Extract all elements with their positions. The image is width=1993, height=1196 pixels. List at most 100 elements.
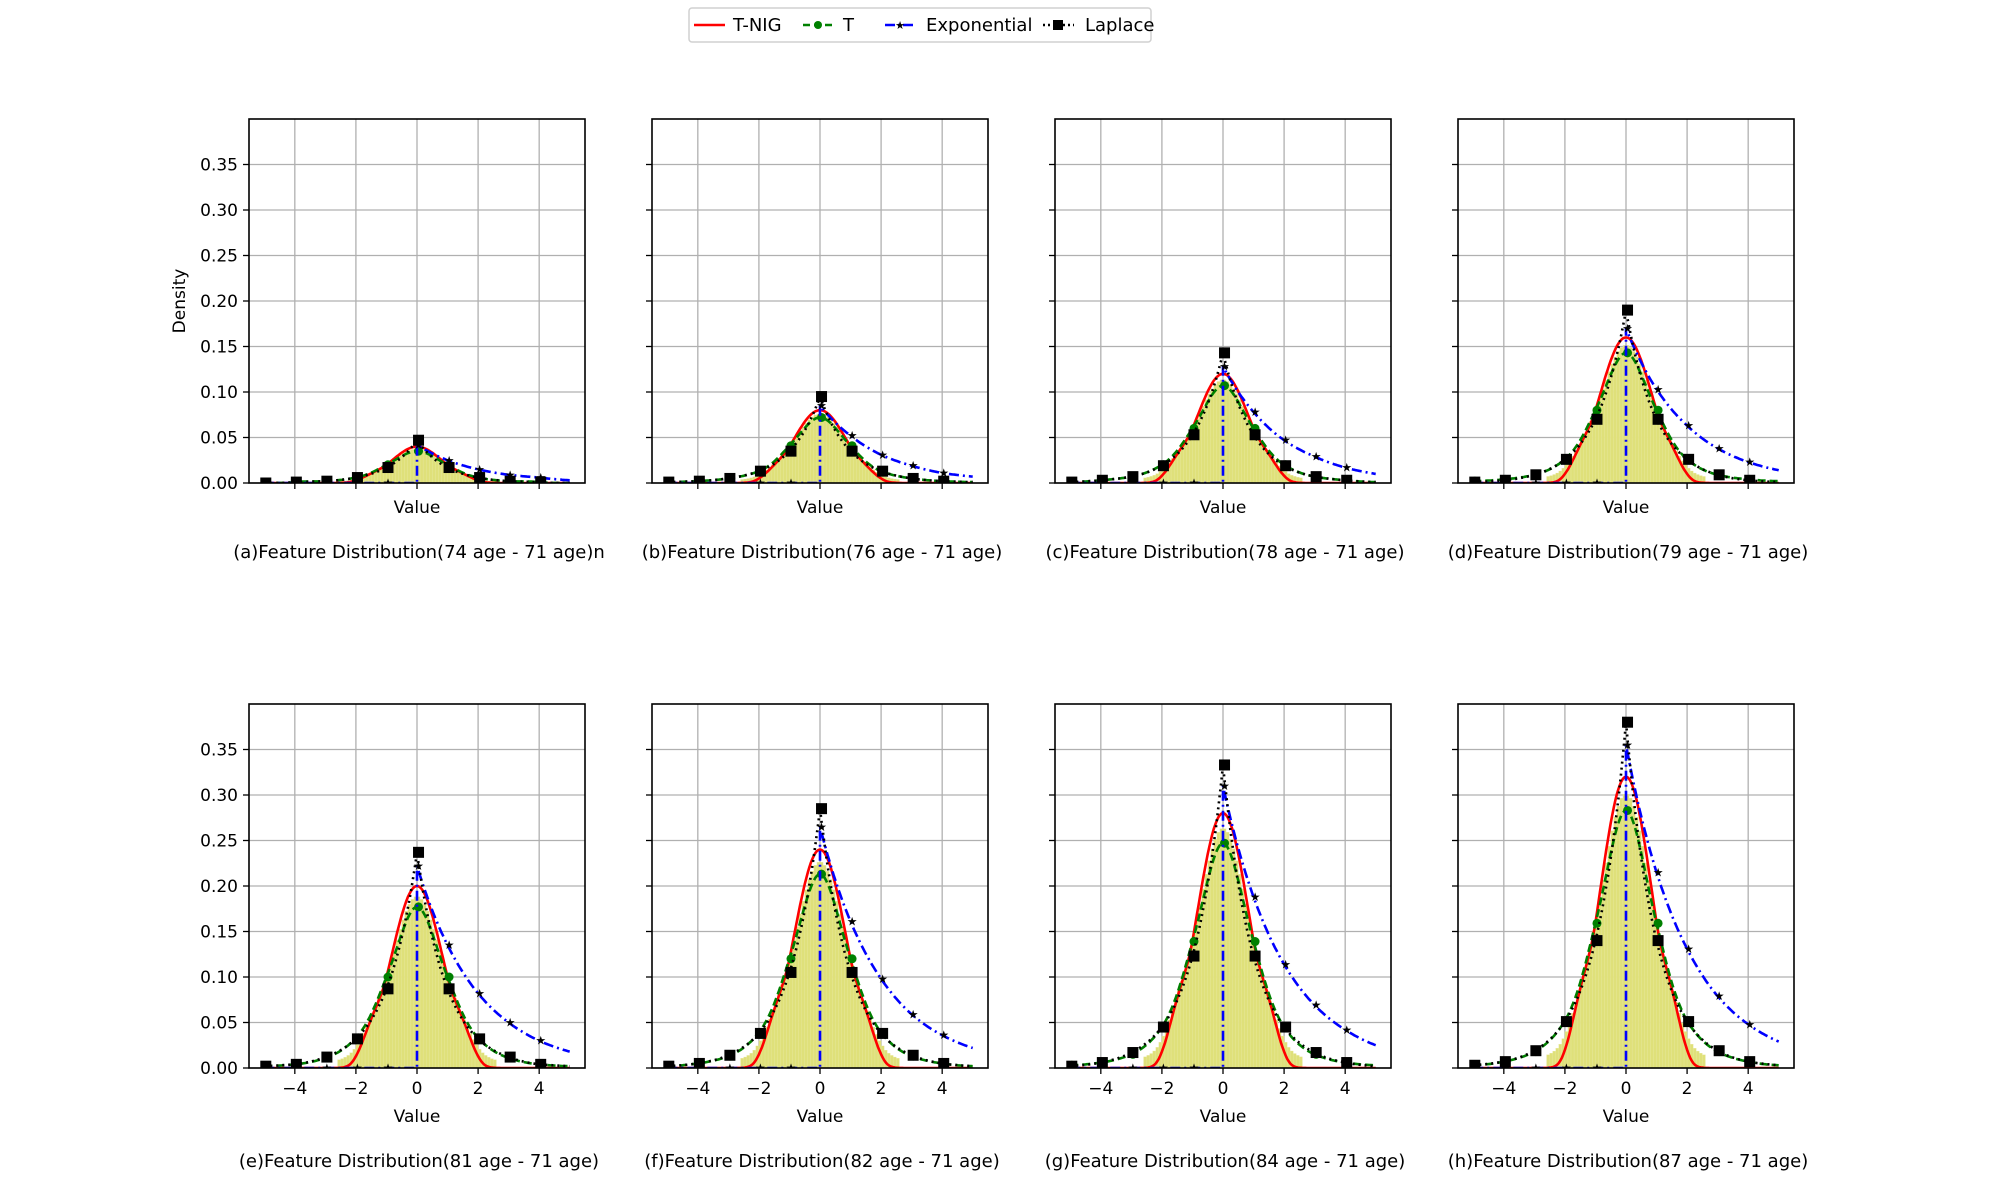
data-point-t <box>1653 405 1663 415</box>
data-point-t <box>1623 348 1633 358</box>
histogram-bar <box>1583 433 1587 483</box>
data-point-laplace <box>1744 1056 1756 1068</box>
data-point-laplace <box>663 1060 675 1068</box>
histogram-bar <box>1299 1056 1303 1068</box>
data-point-laplace <box>290 476 302 483</box>
histogram-bar <box>813 865 818 1068</box>
data-point-t <box>1250 937 1260 947</box>
x-tick-label: 2 <box>1682 1079 1693 1099</box>
data-point-laplace <box>260 477 272 483</box>
data-point-laplace <box>321 475 333 483</box>
data-point-laplace <box>1469 1059 1481 1068</box>
data-point-exponential: ★ <box>938 1028 949 1042</box>
histogram-bar <box>1235 393 1239 483</box>
data-point-laplace <box>846 966 858 978</box>
histogram-bar <box>456 1005 460 1068</box>
histogram-bar <box>1143 1056 1147 1068</box>
data-point-laplace <box>535 476 547 483</box>
legend-label-laplace: Laplace <box>1085 15 1155 36</box>
histogram-bar <box>1641 371 1645 483</box>
histogram-bar <box>401 453 405 483</box>
data-point-laplace <box>1469 476 1481 483</box>
data-point-exponential: ★ <box>322 1061 333 1075</box>
histogram-bar <box>829 419 833 483</box>
data-point-laplace <box>1341 474 1353 483</box>
data-point-laplace <box>1188 429 1200 441</box>
histogram-bar <box>838 913 842 1068</box>
histogram-bar <box>1601 880 1605 1068</box>
data-point-laplace <box>443 983 455 995</box>
data-point-exponential: ★ <box>444 938 455 952</box>
data-point-laplace <box>382 462 394 474</box>
histogram-bar <box>795 926 799 1068</box>
data-point-exponential: ★ <box>383 476 394 490</box>
data-point-exponential: ★ <box>1653 382 1664 396</box>
histogram-bar <box>1631 351 1636 483</box>
data-point-exponential: ★ <box>413 859 424 873</box>
data-point-exponential: ★ <box>938 466 949 480</box>
y-tick-label: 0.35 <box>200 741 238 761</box>
histogram-bar <box>1586 956 1590 1068</box>
histogram-bar <box>416 896 421 1068</box>
data-point-laplace <box>1683 453 1695 465</box>
histogram-bar <box>1638 830 1642 1068</box>
y-tick-label: 0.05 <box>200 429 238 449</box>
histogram-bar <box>1635 356 1639 483</box>
data-point-exponential: ★ <box>786 1061 797 1075</box>
series-line-exponential <box>1473 327 1780 483</box>
data-point-laplace <box>877 465 889 477</box>
histogram-bar <box>422 450 427 483</box>
x-tick-label: −2 <box>343 1079 368 1099</box>
y-tick-label: 0.15 <box>200 923 238 943</box>
data-point-exponential: ★ <box>505 1016 516 1030</box>
data-point-laplace <box>724 1049 736 1061</box>
data-point-laplace <box>693 1057 705 1068</box>
data-point-laplace <box>1219 347 1231 359</box>
histogram-bar <box>377 998 381 1068</box>
data-point-laplace <box>724 472 736 483</box>
histogram-bar <box>429 919 433 1068</box>
histogram-bar <box>1659 421 1663 483</box>
histogram-bar <box>1702 1054 1706 1068</box>
histogram-bar <box>1583 968 1587 1068</box>
data-point-laplace <box>1280 460 1292 472</box>
histogram-bar <box>374 1005 378 1068</box>
histogram-bar <box>844 939 848 1068</box>
data-point-exponential: ★ <box>1280 433 1291 447</box>
data-point-laplace <box>1310 1047 1322 1059</box>
data-point-exponential: ★ <box>1341 461 1352 475</box>
histogram-bar <box>1659 944 1663 1068</box>
histogram-bar <box>1207 393 1211 483</box>
data-point-laplace <box>754 465 766 477</box>
histogram-bar <box>435 939 439 1068</box>
data-point-laplace <box>382 983 394 995</box>
data-point-exponential: ★ <box>1622 738 1633 752</box>
x-tick-label: 0 <box>1621 1079 1632 1099</box>
data-point-laplace <box>1157 1021 1169 1033</box>
data-point-laplace <box>1096 474 1108 483</box>
data-point-laplace <box>1652 413 1664 425</box>
y-tick-label: 0.20 <box>200 292 238 312</box>
histogram-bar <box>1225 832 1230 1068</box>
histogram-bar <box>1210 388 1214 483</box>
data-point-laplace <box>413 434 425 446</box>
data-point-exponential: ★ <box>816 820 827 834</box>
histogram-bar <box>777 993 781 1068</box>
y-tick-label: 0.30 <box>200 201 238 221</box>
histogram-bar <box>832 889 836 1068</box>
data-point-exponential: ★ <box>725 1061 736 1075</box>
histogram-bar <box>853 975 857 1068</box>
x-tick-label: 4 <box>1743 1079 1754 1099</box>
legend-frame <box>688 7 1152 43</box>
histogram-bar <box>407 450 412 483</box>
data-point-laplace <box>846 445 858 457</box>
panel-c: ★★★★★★★★★★Value(c)Feature Distribution(7… <box>1046 118 1405 563</box>
legend-label-tnig: T-NIG <box>732 15 782 36</box>
histogram-bar <box>1610 830 1614 1068</box>
histogram-bar <box>1647 388 1651 483</box>
data-point-laplace <box>290 1058 302 1068</box>
histogram-bar <box>804 422 808 483</box>
histogram-bar <box>1644 862 1648 1068</box>
data-point-laplace <box>1713 469 1725 481</box>
y-tick-label: 0.35 <box>200 156 238 176</box>
